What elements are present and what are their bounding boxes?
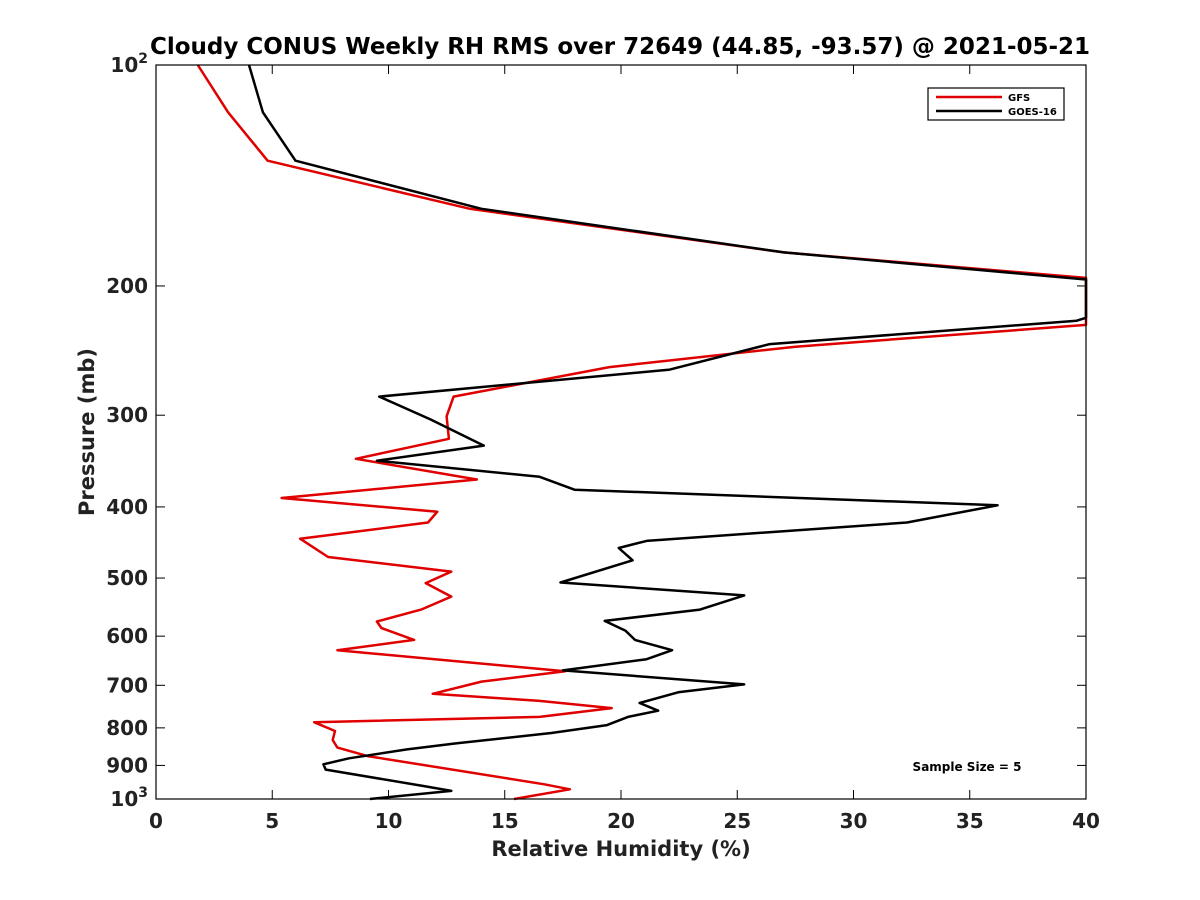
y-tick-label: 103 xyxy=(110,785,148,811)
legend-label-goes16: GOES-16 xyxy=(1008,107,1057,118)
x-tick-label: 10 xyxy=(375,809,403,833)
y-tick-label: 600 xyxy=(106,624,148,648)
x-tick-label: 15 xyxy=(491,809,519,833)
y-tick-label: 800 xyxy=(106,716,148,740)
legend-label-gfs: GFS xyxy=(1008,93,1030,104)
chart-title: Cloudy CONUS Weekly RH RMS over 72649 (4… xyxy=(150,34,1090,60)
y-tick-label: 500 xyxy=(106,566,148,590)
y-tick-label: 700 xyxy=(106,673,148,697)
legend: GFS GOES-16 xyxy=(927,87,1065,121)
x-tick-label: 20 xyxy=(607,809,635,833)
series-line-goes16 xyxy=(247,64,1088,801)
x-tick-label: 25 xyxy=(723,809,751,833)
x-tick-label: 35 xyxy=(956,809,984,833)
x-axis-label: Relative Humidity (%) xyxy=(491,837,750,861)
x-tick-label: 30 xyxy=(840,809,868,833)
y-tick-label: 300 xyxy=(106,403,148,427)
plot-lines xyxy=(196,64,1088,801)
y-tick-label: 102 xyxy=(110,51,148,77)
x-axis: 0 5 10 15 20 25 30 35 40 xyxy=(149,65,1100,833)
y-axis-label: Pressure (mb) xyxy=(75,348,99,516)
legend-box xyxy=(927,87,1065,121)
x-tick-label: 40 xyxy=(1072,809,1100,833)
x-tick-label: 0 xyxy=(149,809,163,833)
sample-size-annotation: Sample Size = 5 xyxy=(913,760,1022,774)
series-line-gfs xyxy=(196,64,1088,801)
y-tick-label: 200 xyxy=(106,274,148,298)
y-axis: 102 200 300 400 500 600 700 800 900 103 xyxy=(106,51,1086,811)
x-tick-label: 5 xyxy=(265,809,279,833)
y-tick-label: 400 xyxy=(106,495,148,519)
y-tick-label: 900 xyxy=(106,753,148,777)
